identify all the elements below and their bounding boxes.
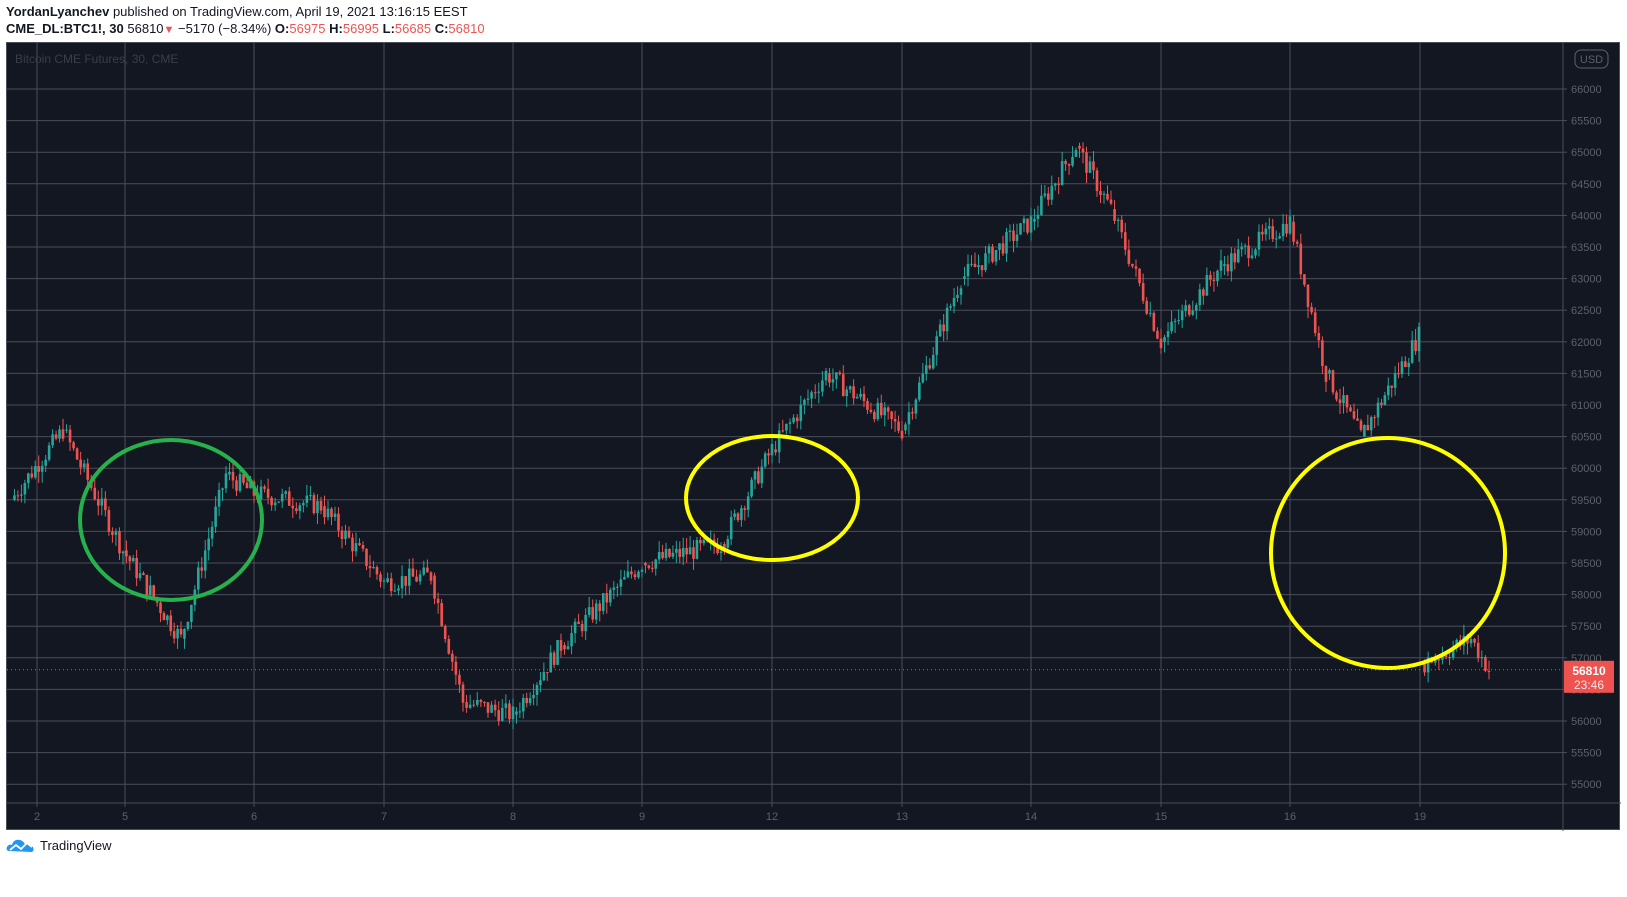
last-price: 56810 [127,21,164,36]
yellow-ellipse-annotation-1[interactable] [684,434,860,562]
open-label: O: [274,21,290,36]
svg-text:USD: USD [1580,54,1603,66]
price-axis-label: 66000 [1571,84,1602,96]
close-value: 56810 [448,21,485,36]
candles [13,142,1491,730]
symbol-label: CME_DL:BTC1!, 30 [6,21,124,36]
price-axis-label: 57500 [1571,621,1602,633]
close-label: C: [434,21,449,36]
price-axis-label: 55000 [1571,779,1602,791]
price-axis-label: 58000 [1571,590,1602,602]
bar-countdown: 23:46 [1574,678,1604,692]
published-text: published on TradingView.com, April 19, … [112,4,468,19]
open-value: 56975 [289,21,326,36]
price-change: −5170 (−8.34%) [178,21,272,36]
time-axis-label: 19 [1414,811,1426,823]
price-axis-label: 62500 [1571,305,1602,317]
author-name: YordanLyanchev [6,4,110,19]
price-axis-label: 59500 [1571,495,1602,507]
price-axis-label: 55500 [1571,748,1602,760]
price-axis-label: 60500 [1571,432,1602,444]
price-axis-label: 61500 [1571,368,1602,380]
high-label: H: [329,21,343,36]
low-value: 56685 [394,21,432,36]
time-axis-label: 2 [34,811,40,823]
time-axis-label: 12 [766,811,778,823]
time-axis-label: 9 [639,811,645,823]
price-axis-label: 64000 [1571,210,1602,222]
time-axis-label: 8 [510,811,516,823]
down-triangle-icon: ▼ [163,24,175,36]
footer-brand: TradingView [40,837,112,853]
time-axis-label: 15 [1155,811,1167,823]
time-axis-label: 5 [122,811,128,823]
yellow-ellipse-annotation-2[interactable] [1269,436,1507,670]
green-ellipse-annotation[interactable] [78,438,264,602]
tradingview-cloud-icon [6,839,34,852]
low-label: L: [382,21,395,36]
last-price-value: 56810 [1572,664,1606,678]
price-axis-label: 63000 [1571,274,1602,286]
price-axis-label: 63500 [1571,242,1602,254]
chart-watermark: Bitcoin CME Futures, 30, CME [15,52,178,66]
price-axis-label: 60000 [1571,463,1602,475]
price-axis-label: 59000 [1571,526,1602,538]
time-axis-label: 14 [1025,811,1037,823]
time-axis-label: 6 [251,811,257,823]
price-axis-label: 65500 [1571,116,1602,128]
currency-badge[interactable]: USD [1574,49,1609,69]
candlestick-chart[interactable]: 5500055500560005650057000575005800058500… [7,43,1621,831]
price-axis-label: 62000 [1571,337,1602,349]
time-axis-label: 13 [896,811,908,823]
price-axis-label: 58500 [1571,558,1602,570]
price-axis-label: 61000 [1571,400,1602,412]
price-axis-label: 64500 [1571,179,1602,191]
price-axis-label: 65000 [1571,147,1602,159]
ohlc-legend: CME_DL:BTC1!, 30 56810▼ −5170 (−8.34%) O… [6,21,485,36]
time-axis-label: 16 [1284,811,1296,823]
price-axis-label: 56000 [1571,716,1602,728]
tradingview-footer: TradingView [6,836,112,854]
high-value: 56995 [342,21,380,36]
time-axis-label: 7 [381,811,387,823]
publish-info: YordanLyanchev published on TradingView.… [6,4,468,19]
chart-pane[interactable]: 5500055500560005650057000575005800058500… [6,42,1621,831]
